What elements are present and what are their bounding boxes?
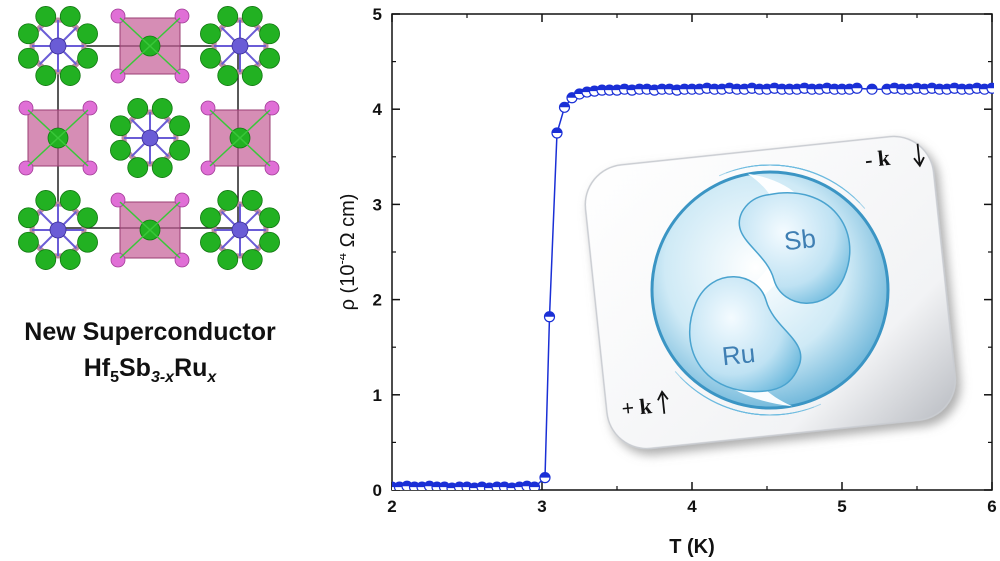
hf-ring-cluster: [200, 6, 280, 86]
ru-label: Ru: [720, 338, 756, 371]
resistivity-chart: Sb Ru - k + k 2 3 4 5 6 0 1 2 3 4 5 T (K) ρ (10-4 Ω cm): [340, 5, 997, 558]
data-point: [539, 472, 551, 484]
down-arrow-icon: [913, 143, 925, 168]
x-tick-label: 5: [837, 497, 846, 516]
sb-label: Sb: [783, 223, 818, 256]
caption-formula: Hf5Sb3-xRux: [83, 354, 217, 386]
data-point: [528, 481, 541, 490]
x-tick-label: 3: [537, 497, 546, 516]
data-point: [551, 127, 563, 139]
plus-k-label: + k: [620, 393, 653, 421]
inset-illustration: Sb Ru - k + k: [584, 135, 956, 450]
x-tick-label: 6: [987, 497, 996, 516]
hf-ring-cluster: [18, 190, 98, 270]
crystal-structure-illustration: [18, 6, 280, 270]
x-axis-label: T (K): [669, 536, 715, 558]
sb-blob: [738, 192, 851, 304]
up-arrow-icon: [657, 390, 669, 414]
minus-k-label: - k: [864, 145, 892, 173]
ru-blob: [689, 276, 802, 393]
y-axis-label: ρ (10-4 Ω cm): [340, 194, 359, 311]
sb-polyhedron: [200, 100, 280, 176]
y-tick-label: 1: [373, 386, 382, 405]
data-point: [851, 82, 863, 94]
data-point: [543, 311, 556, 323]
y-tick-label: 2: [373, 291, 382, 310]
sb-polyhedron: [18, 100, 98, 176]
y-tick-label: 0: [373, 481, 382, 500]
data-point: [986, 82, 994, 94]
x-tick-label: 4: [687, 497, 697, 516]
y-tick-label: 4: [373, 100, 383, 119]
data-point: [558, 101, 571, 113]
x-tick-label: 2: [387, 497, 396, 516]
sb-polyhedron: [110, 192, 190, 268]
hf-ring-cluster: [200, 190, 280, 270]
caption-title: New Superconductor: [24, 318, 276, 346]
y-tick-label: 3: [373, 195, 382, 214]
y-tick-label: 5: [373, 5, 382, 24]
sb-polyhedron: [110, 8, 190, 84]
hf-ring-cluster: [110, 98, 190, 178]
data-point: [866, 83, 878, 95]
hf-ring-cluster: [18, 6, 98, 86]
